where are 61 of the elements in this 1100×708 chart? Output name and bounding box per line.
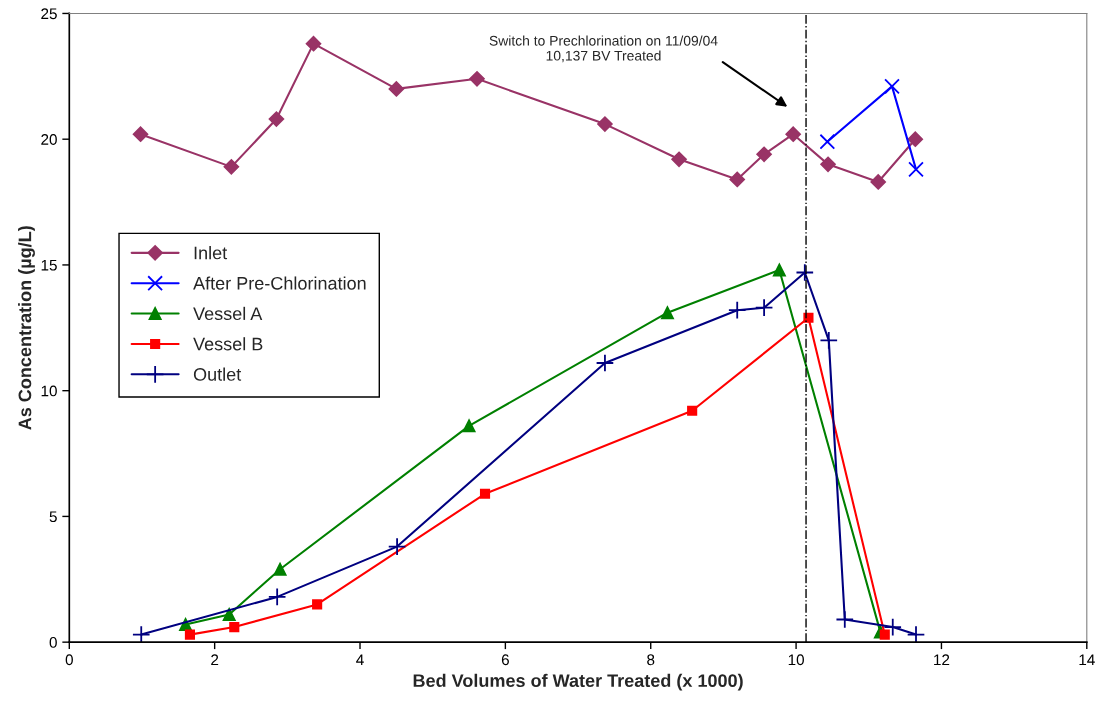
point bbox=[132, 625, 151, 643]
y-tick-label: 10 bbox=[41, 385, 57, 397]
point bbox=[870, 174, 886, 190]
x-axis-title: Bed Volumes of Water Treated (x 1000) bbox=[413, 673, 743, 691]
legend-label: Vessel A bbox=[193, 306, 263, 321]
point bbox=[907, 131, 924, 147]
point bbox=[229, 621, 240, 633]
point bbox=[754, 298, 774, 317]
point bbox=[388, 81, 405, 97]
point bbox=[469, 71, 485, 87]
point bbox=[729, 171, 745, 188]
y-tick-label: 20 bbox=[41, 134, 57, 145]
legend-label: After Pre-Chlorination bbox=[193, 276, 366, 290]
x-tick-label: 6 bbox=[501, 654, 509, 666]
point bbox=[222, 608, 236, 621]
point bbox=[835, 610, 855, 629]
point bbox=[772, 263, 786, 277]
y-tick-label: 5 bbox=[49, 511, 57, 523]
point bbox=[597, 116, 613, 132]
point bbox=[687, 405, 698, 416]
point bbox=[267, 587, 287, 607]
y-tick-label: 25 bbox=[41, 8, 57, 20]
annotation: Switch to Prechlorination on 11/09/04 10,137 BV Treated bbox=[489, 35, 718, 63]
point bbox=[819, 331, 839, 350]
legend-label: Outlet bbox=[193, 367, 242, 381]
point bbox=[273, 562, 287, 576]
y-axis-title: As Concentration (µg/L) bbox=[18, 226, 35, 430]
x-tick-label: 14 bbox=[1079, 654, 1095, 666]
point bbox=[462, 419, 476, 433]
legend-label: Vessel B bbox=[193, 337, 263, 351]
point bbox=[223, 159, 240, 175]
point bbox=[184, 629, 196, 640]
x-tick-label: 2 bbox=[211, 654, 219, 666]
point bbox=[595, 353, 615, 373]
point bbox=[820, 156, 836, 173]
x-tick-label: 10 bbox=[788, 654, 804, 666]
point bbox=[785, 126, 801, 142]
y-tick-label: 0 bbox=[49, 637, 57, 648]
x-tick-label: 8 bbox=[647, 654, 655, 666]
point bbox=[879, 629, 890, 640]
point bbox=[305, 35, 322, 52]
point bbox=[479, 488, 491, 499]
point bbox=[819, 133, 836, 150]
point bbox=[671, 151, 687, 168]
y-tick-label: 15 bbox=[41, 259, 57, 271]
point bbox=[268, 111, 285, 127]
point bbox=[660, 306, 674, 320]
point bbox=[884, 78, 900, 95]
point bbox=[756, 146, 772, 163]
point bbox=[795, 263, 815, 282]
point bbox=[312, 599, 323, 610]
x-tick-label: 0 bbox=[65, 654, 73, 666]
x-tick-label: 4 bbox=[356, 654, 364, 666]
legend-label: Inlet bbox=[194, 246, 228, 260]
point bbox=[908, 161, 924, 178]
point bbox=[132, 126, 149, 142]
point bbox=[906, 625, 926, 643]
point bbox=[727, 300, 747, 320]
point bbox=[883, 617, 902, 637]
point bbox=[387, 537, 407, 556]
x-tick-label: 12 bbox=[934, 654, 950, 666]
